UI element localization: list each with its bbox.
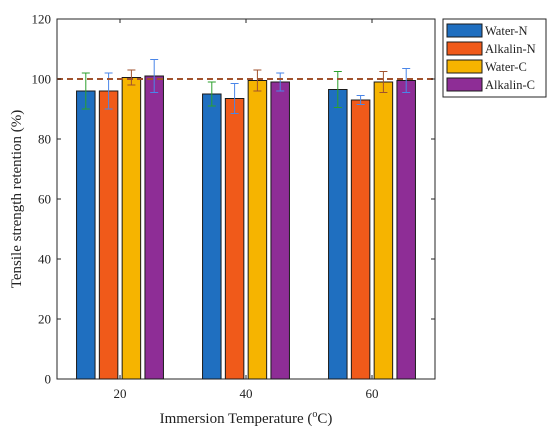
y-tick-label: 0 [45,372,52,387]
bar-alkalin-n-60 [350,99,371,380]
y-tick-label: 120 [32,12,52,27]
bar-alkalin-c-60 [396,80,416,380]
legend-swatch-water-c [446,59,483,74]
bar-water-n-40 [202,93,222,380]
legend-label-water-c: Water-C [485,60,527,74]
bar-alkalin-n-40 [224,98,245,380]
legend-label-alkalin-n: Alkalin-N [485,42,536,56]
y-tick-label: 20 [38,312,51,327]
bar-alkalin-n-20 [98,90,119,380]
legend: Water-N Alkalin-N Water-C Alkalin-C [442,18,547,98]
y-axis-ticks: 0 20 40 60 80 100 120 [32,12,435,387]
x-axis-label-main: Immersion Temperature ( [160,411,313,427]
y-axis-label: Tensile strength retention (%) [9,110,25,288]
bar-water-n-60 [328,89,348,380]
legend-items: Water-N Alkalin-N Water-C Alkalin-C [446,23,536,92]
legend-swatch-alkalin-n [446,41,483,56]
x-axis-ticks: 20 40 60 [114,19,379,401]
x-axis-label-superscript: o [312,409,317,420]
x-axis-label-suffix: C) [317,411,332,427]
legend-label-water-n: Water-N [485,24,527,38]
bar-water-n-20 [76,90,96,380]
legend-swatch-alkalin-c [446,77,483,92]
x-tick-label: 40 [240,386,253,401]
legend-swatch-water-n [446,23,483,38]
bar-water-c-40 [247,80,268,380]
errorbars-group [81,59,411,114]
y-tick-label: 60 [38,192,51,207]
y-tick-label: 80 [38,132,51,147]
bar-alkalin-c-20 [144,75,164,380]
bar-water-c-20 [121,77,142,380]
legend-label-alkalin-c: Alkalin-C [485,78,535,92]
x-axis-label: Immersion Temperature (oC) [160,409,333,427]
x-tick-label: 60 [366,386,379,401]
bars-group [76,75,416,380]
bar-alkalin-c-40 [270,81,290,380]
x-tick-label: 20 [114,386,127,401]
y-tick-label: 40 [38,252,51,267]
y-tick-label: 100 [32,72,52,87]
bar-water-c-60 [373,81,394,380]
